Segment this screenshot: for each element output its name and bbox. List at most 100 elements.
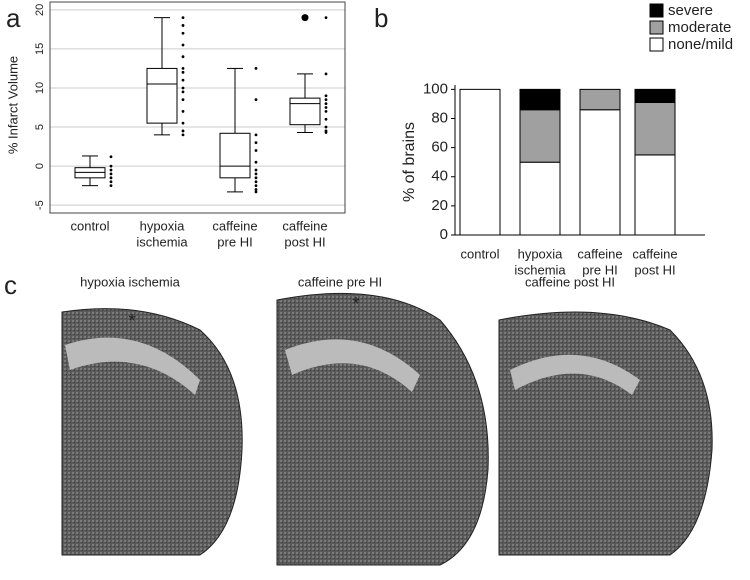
x-tick-label: pre HI	[582, 262, 617, 277]
box	[289, 97, 321, 126]
data-point	[109, 164, 113, 168]
y-tick-label: 40	[431, 168, 448, 185]
data-point	[254, 168, 258, 172]
y-tick-label: 0	[440, 226, 448, 243]
data-point	[109, 172, 113, 176]
data-point	[254, 180, 258, 184]
data-point	[254, 176, 258, 180]
data-point	[324, 131, 328, 134]
data-point	[181, 133, 185, 137]
x-tick-label: control	[70, 218, 109, 233]
data-point	[109, 180, 113, 184]
y-tick-label: 5	[34, 124, 46, 130]
asterisk: *	[128, 311, 135, 331]
data-point	[181, 67, 185, 70]
data-point	[324, 110, 328, 113]
data-point	[181, 31, 185, 35]
x-tick-label: post HI	[634, 262, 675, 277]
x-tick-label: caffeine	[212, 218, 257, 233]
data-point	[254, 67, 258, 70]
panel-label: a	[6, 3, 21, 33]
y-tick-label: 20	[431, 197, 448, 214]
asterisk: *	[352, 294, 359, 314]
box	[146, 67, 178, 124]
data-point	[324, 98, 328, 102]
data-point	[109, 184, 113, 188]
data-point	[181, 121, 185, 125]
data-point	[324, 106, 328, 109]
panel-label: c	[4, 270, 17, 300]
y-tick-label: 60	[431, 139, 448, 156]
data-point	[181, 55, 185, 59]
data-point	[324, 117, 328, 121]
data-point	[109, 168, 113, 172]
y-axis-title: % of brains	[401, 122, 418, 202]
brain-region	[510, 354, 640, 395]
data-point	[181, 90, 185, 94]
legend-label: none/mild	[668, 36, 733, 53]
x-tick-label: ischemia	[514, 262, 566, 277]
outlier	[301, 14, 309, 22]
data-point	[181, 129, 185, 133]
data-point	[324, 125, 328, 129]
y-tick-label: 100	[423, 80, 448, 97]
bar-segment	[519, 161, 561, 236]
bar-segment	[519, 109, 561, 163]
image-caption: caffeine pre HI	[298, 274, 382, 289]
bar-segment	[634, 154, 676, 236]
image-caption: hypoxia ischemia	[80, 274, 180, 289]
y-tick-label: -5	[34, 200, 46, 210]
y-axis-title: % Infarct Volume	[5, 56, 20, 154]
bar-segment	[634, 88, 676, 103]
y-tick-label: 20	[34, 4, 46, 16]
x-tick-label: post HI	[284, 234, 325, 249]
data-point	[324, 72, 328, 76]
x-tick-label: pre HI	[217, 234, 252, 249]
data-point	[181, 78, 185, 82]
data-point	[254, 98, 258, 102]
data-point	[324, 16, 328, 20]
x-tick-label: hypoxia	[140, 218, 186, 233]
y-tick-label: 0	[34, 163, 46, 169]
data-point	[181, 98, 185, 102]
brain-region	[285, 339, 420, 392]
legend-label: moderate	[668, 19, 731, 36]
box	[219, 132, 251, 179]
bar-segment	[634, 101, 676, 156]
legend-swatch	[649, 20, 664, 35]
data-point	[254, 184, 258, 188]
x-tick-label: control	[460, 246, 499, 261]
bar-segment	[459, 88, 501, 236]
bar-segment	[579, 109, 621, 236]
data-point	[181, 43, 185, 47]
data-point	[324, 94, 328, 98]
data-point	[254, 188, 258, 191]
brain-section	[61, 308, 243, 556]
data-point	[181, 110, 185, 113]
y-tick-label: 80	[431, 109, 448, 126]
data-point	[254, 133, 258, 137]
data-point	[254, 160, 258, 164]
data-point	[109, 176, 113, 180]
data-point	[181, 86, 185, 90]
data-point	[109, 155, 113, 159]
data-point	[181, 24, 185, 27]
x-tick-label: ischemia	[136, 234, 188, 249]
x-tick-label: caffeine	[632, 246, 677, 261]
data-point	[254, 172, 258, 176]
data-point	[181, 16, 185, 20]
legend-swatch	[649, 3, 664, 18]
brain-section	[276, 292, 489, 566]
y-tick-label: 15	[34, 43, 46, 55]
data-point	[324, 102, 328, 105]
bar-segment	[519, 88, 561, 111]
legend-label: severe	[668, 2, 713, 19]
x-tick-label: caffeine	[577, 246, 622, 261]
data-point	[254, 149, 258, 152]
y-tick-label: 10	[34, 82, 46, 94]
brain-section	[498, 311, 713, 556]
bar-segment	[579, 88, 621, 111]
data-point	[181, 70, 185, 74]
brain-images	[61, 292, 713, 566]
